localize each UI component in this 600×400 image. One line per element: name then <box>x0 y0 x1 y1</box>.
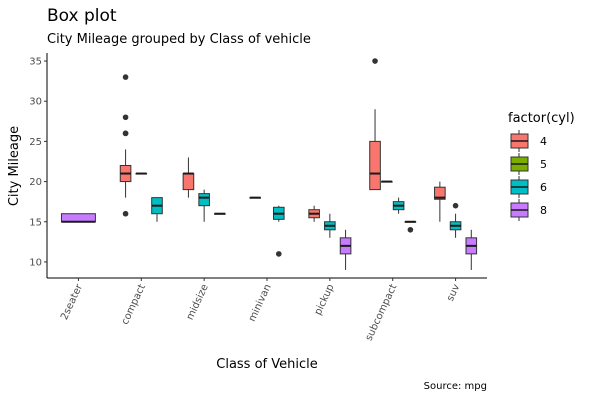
box-suv-cyl-6 <box>449 202 462 238</box>
legend-item-cyl-6: 6 <box>510 176 547 198</box>
outlier-point <box>452 202 459 209</box>
x-axis-ticks: 2seater compact midsize minivan pickup subcom… <box>59 278 462 343</box>
box-compact-cyl-4 <box>119 74 132 217</box>
box-midsize-cyl-4 <box>182 157 195 198</box>
box-body <box>369 140 381 191</box>
legend-label: 5 <box>540 158 547 171</box>
x-tick-label: compact <box>120 283 148 327</box>
x-tick-label: minivan <box>247 283 274 324</box>
legend: factor(cyl) 4 5 6 8 <box>508 111 575 221</box>
legend-title: factor(cyl) <box>508 111 575 126</box>
outlier-point <box>372 58 378 64</box>
box-pickup-cyl-6 <box>324 213 336 238</box>
outlier-point <box>122 74 129 80</box>
x-tick-label: 2seater <box>59 282 85 322</box>
legend-label: 6 <box>540 181 547 194</box>
y-tick-label: 25 <box>29 137 42 148</box>
box-midsize-cyl-8 <box>214 212 226 215</box>
chart-title: Box plot <box>47 6 117 26</box>
box-midsize-cyl-6 <box>198 189 210 222</box>
box-subcompact-cyl-5 <box>381 180 393 183</box>
outlier-point <box>122 210 129 217</box>
y-axis-label: City Mileage <box>7 126 22 206</box>
y-tick-label: 35 <box>29 57 42 68</box>
box-body <box>182 173 195 191</box>
outlier-point <box>275 251 282 257</box>
box-body <box>198 193 210 207</box>
x-tick-label: subcompact <box>364 283 400 343</box>
chart-caption: Source: mpg <box>424 381 487 392</box>
legend-item-cyl-5: 5 <box>510 153 547 175</box>
box-suv-cyl-8 <box>465 229 478 270</box>
chart-subtitle: City Mileage grouped by Class of vehicle <box>47 32 311 47</box>
box-suv-cyl-4 <box>434 181 446 222</box>
box-body <box>434 186 446 200</box>
y-tick-label: 10 <box>29 257 42 268</box>
box-compact-cyl-6 <box>151 197 163 222</box>
legend-label: 4 <box>540 135 547 148</box>
box-minivan-cyl-6 <box>272 205 285 257</box>
y-tick-label: 30 <box>29 97 42 108</box>
box-subcompact-cyl-8 <box>404 220 417 233</box>
x-tick-label: midsize <box>185 283 211 322</box>
plot-area <box>60 58 478 270</box>
legend-item-cyl-8: 8 <box>510 199 547 221</box>
box-2seater-cyl-8 <box>60 213 96 223</box>
x-axis-label: Class of Vehicle <box>216 357 318 372</box>
y-tick-label: 20 <box>29 177 42 188</box>
outlier-point <box>122 114 129 121</box>
box-subcompact-cyl-4 <box>369 58 381 191</box>
y-axis-ticks: 10 15 20 25 30 35 <box>29 57 47 268</box>
outlier-point <box>407 226 414 233</box>
x-tick-label: pickup <box>313 283 337 317</box>
legend-label: 8 <box>540 204 547 217</box>
x-tick-label: suv <box>445 283 462 304</box>
box-minivan-cyl-4 <box>249 196 262 199</box>
box-subcompact-cyl-6 <box>392 197 405 214</box>
box-body <box>60 213 96 223</box>
legend-item-cyl-4: 4 <box>510 130 547 152</box>
y-tick-label: 15 <box>29 217 42 228</box>
box-compact-cyl-5 <box>135 172 148 175</box>
box-pickup-cyl-4 <box>308 205 320 222</box>
outlier-point <box>122 130 129 137</box>
box-pickup-cyl-8 <box>339 229 352 270</box>
